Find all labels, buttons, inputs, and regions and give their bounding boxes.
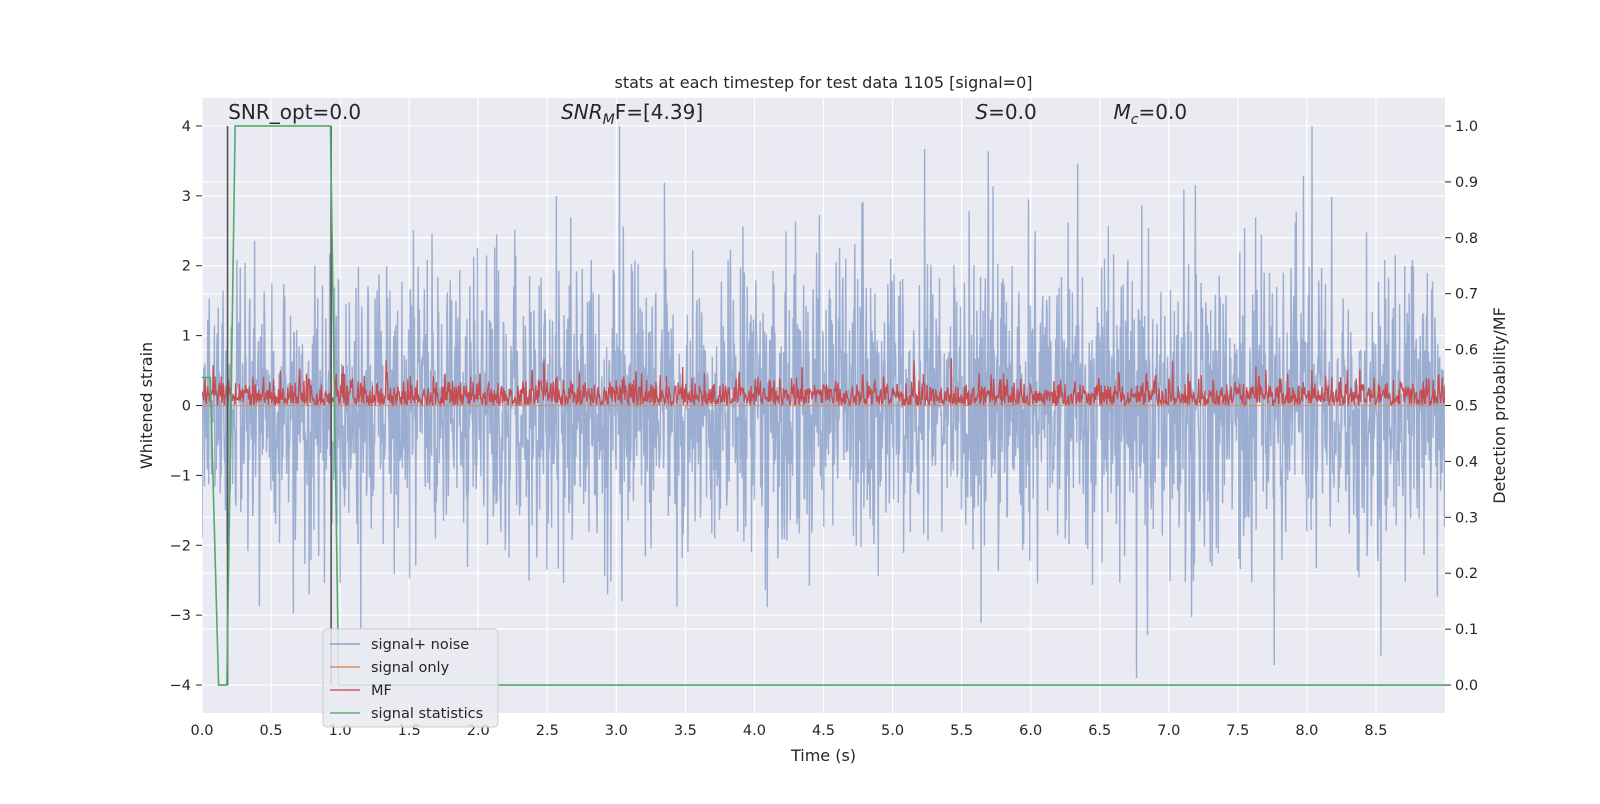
x-tick-label: 4.0: [743, 723, 766, 739]
x-axis-label: Time (s): [790, 746, 856, 765]
y2-tick-label: 0.0: [1455, 678, 1478, 694]
x-tick-label: 5.5: [950, 723, 973, 739]
y-tick-label: 1: [182, 329, 191, 345]
y-tick-label: 2: [182, 259, 191, 275]
chart-title: stats at each timestep for test data 110…: [614, 73, 1032, 92]
x-tick-label: 3.5: [674, 723, 697, 739]
legend-label: signal+ noise: [371, 637, 469, 653]
x-tick-label: 3.0: [605, 723, 628, 739]
y-tick-label: −4: [170, 678, 191, 694]
annotation-snr-mf: SNRMF=[4.39]: [561, 100, 703, 128]
y2-tick-label: 0.9: [1455, 175, 1478, 191]
annotation-s-base: S: [975, 100, 988, 124]
x-tick-label: 8.0: [1295, 723, 1318, 739]
annotation-s: S=0.0: [975, 100, 1036, 124]
x-tick-label: 0.0: [190, 723, 213, 739]
annotation-mc-rest: =0.0: [1139, 100, 1188, 124]
y-axis-label: Whitened strain: [137, 342, 156, 469]
y2-tick-label: 0.7: [1455, 287, 1478, 303]
y2-tick-label: 1.0: [1455, 119, 1478, 135]
y-tick-label: 3: [182, 189, 191, 205]
y2-tick-label: 0.2: [1455, 566, 1478, 582]
legend-label: signal statistics: [371, 706, 483, 722]
y2-tick-label: 0.1: [1455, 622, 1478, 638]
legend-box: [322, 628, 499, 728]
series-signal-noise-line: [202, 125, 1445, 679]
x-tick-label: 8.5: [1364, 723, 1387, 739]
series-mf-line: [202, 358, 1445, 408]
x-tick-label: 6.0: [1019, 723, 1042, 739]
y-tick-label: 0: [182, 399, 191, 415]
y2-axis-label: Detection probability/MF: [1490, 307, 1509, 504]
annotation-snr-mf-rest: F=[4.39]: [615, 100, 703, 124]
y2-tick-label: 0.5: [1455, 399, 1478, 415]
x-tick-label: 7.5: [1226, 723, 1249, 739]
x-tick-label: 7.0: [1157, 723, 1180, 739]
legend: signal+ noise signal only MF signal statist…: [322, 628, 499, 728]
y-tick-label: −1: [170, 468, 191, 484]
y2-tick-label: 0.4: [1455, 454, 1478, 470]
annotation-snr-opt: SNR_opt=0.0: [228, 100, 361, 124]
annotation-mc: Mc=0.0: [1114, 100, 1188, 128]
y2-tick-label: 0.6: [1455, 343, 1478, 359]
x-tick-label: 2.5: [536, 723, 559, 739]
annotation-snr-mf-sub: M: [603, 112, 615, 128]
annotation-mc-base: M: [1114, 100, 1131, 124]
y-tick-label: −3: [170, 608, 191, 624]
legend-label: signal only: [371, 660, 450, 676]
annotation-snr-mf-base: SNR: [561, 100, 603, 124]
legend-label: MF: [371, 683, 392, 699]
x-tick-label: 6.5: [1088, 723, 1111, 739]
y-tick-label: 4: [182, 119, 191, 135]
x-tick-label: 0.5: [260, 723, 283, 739]
y-tick-label: −2: [170, 538, 191, 554]
x-tick-label: 5.0: [881, 723, 904, 739]
annotations: SNR_opt=0.0 SNRMF=[4.39] S=0.0 Mc=0.0: [228, 100, 1187, 128]
annotation-mc-sub: c: [1131, 112, 1139, 128]
tick-layer: 0.0 0.5 1.0 1.5 2.0 2.5 3.0 3.5 4.0 4.5 5.0 5.5 6.0 6…: [170, 119, 1478, 739]
x-tick-label: 4.5: [812, 723, 835, 739]
y2-tick-label: 0.8: [1455, 231, 1478, 247]
y2-tick-label: 0.3: [1455, 510, 1478, 526]
annotation-s-rest: =0.0: [988, 100, 1037, 124]
